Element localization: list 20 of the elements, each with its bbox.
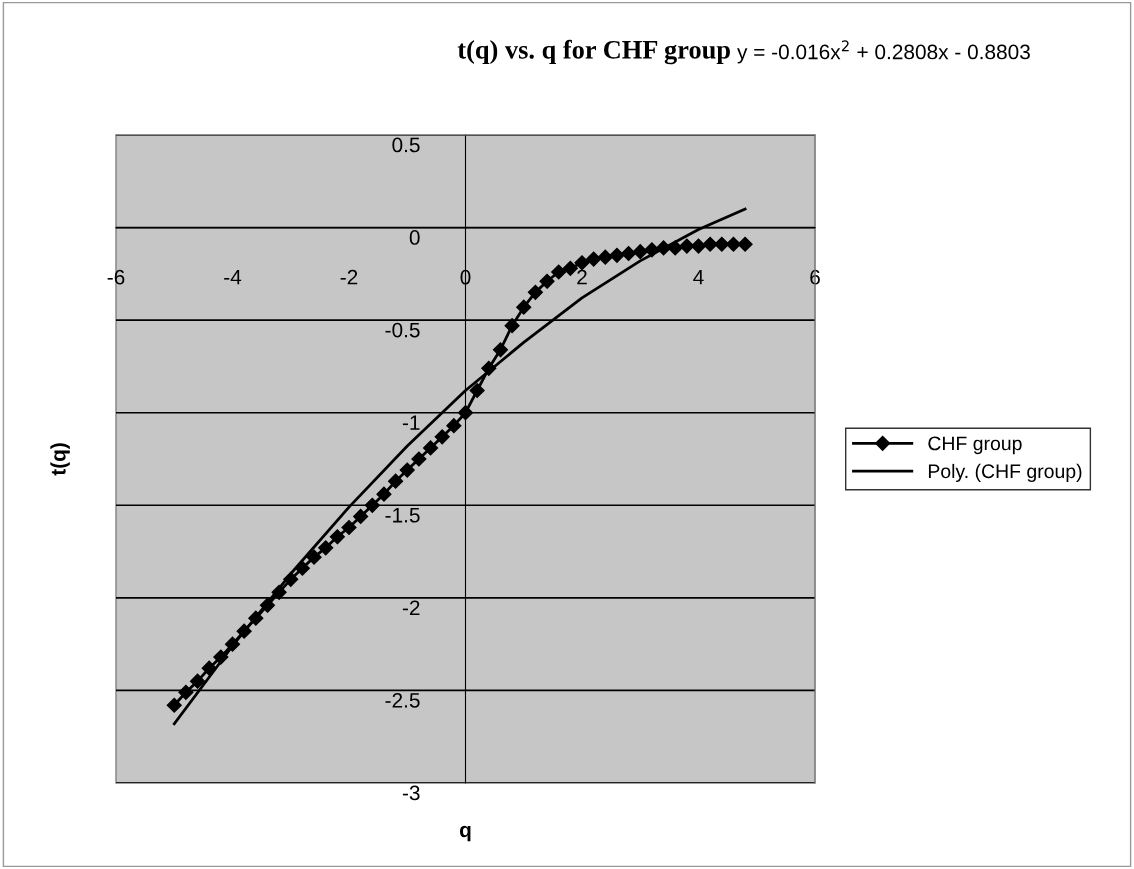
legend-label: CHF group [928,436,1022,455]
y-tick-label: -2.5 [385,692,420,708]
x-tick-label: 2 [577,269,587,285]
y-tick-label: 0 [409,230,420,245]
y-tick-label: -1.5 [385,508,420,523]
x-tick-label: -6 [107,269,125,285]
y-tick-label: 0.5 [392,137,420,153]
x-tick-label: -2 [340,269,358,285]
chart-title: t(q) vs. q for CHF group [457,39,730,65]
y-axis-title: t(q) [50,443,70,476]
y-tick-label: -1 [402,415,420,430]
y-tick-label: -2 [402,600,420,615]
x-axis-title: q [459,825,471,842]
text: y = -0.016x$^{2}$ + 0.2808x - 0.8803 [737,40,1030,64]
legend-label: Poly. (CHF group) [928,463,1082,482]
y-tick-label: -3 [402,785,420,801]
x-tick-label: 4 [693,270,704,285]
y-tick-label: -0.5 [385,322,420,338]
x-tick-label: -4 [224,270,242,285]
x-tick-label: 6 [810,269,820,285]
